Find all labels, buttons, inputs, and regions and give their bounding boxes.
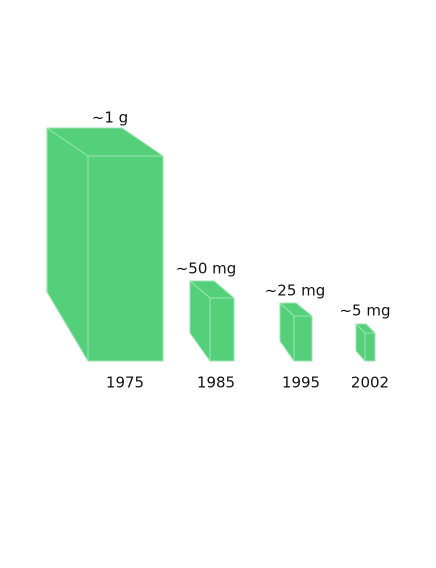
box — [189, 280, 235, 362]
year-label: 2002 — [351, 374, 389, 392]
box-side — [46, 127, 89, 362]
size-label: ~25 mg — [265, 282, 326, 300]
size-label: ~50 mg — [176, 260, 237, 278]
box-front — [364, 332, 376, 362]
size-label: ~1 g — [92, 109, 128, 127]
box-front — [293, 315, 313, 362]
box-front — [209, 297, 235, 362]
box — [355, 323, 376, 362]
size-label: ~5 mg — [339, 302, 390, 320]
box — [46, 127, 164, 362]
box — [279, 302, 313, 362]
year-label: 1995 — [282, 374, 320, 392]
year-label: 1985 — [197, 374, 235, 392]
year-label: 1975 — [106, 374, 144, 392]
box-front — [87, 155, 164, 362]
